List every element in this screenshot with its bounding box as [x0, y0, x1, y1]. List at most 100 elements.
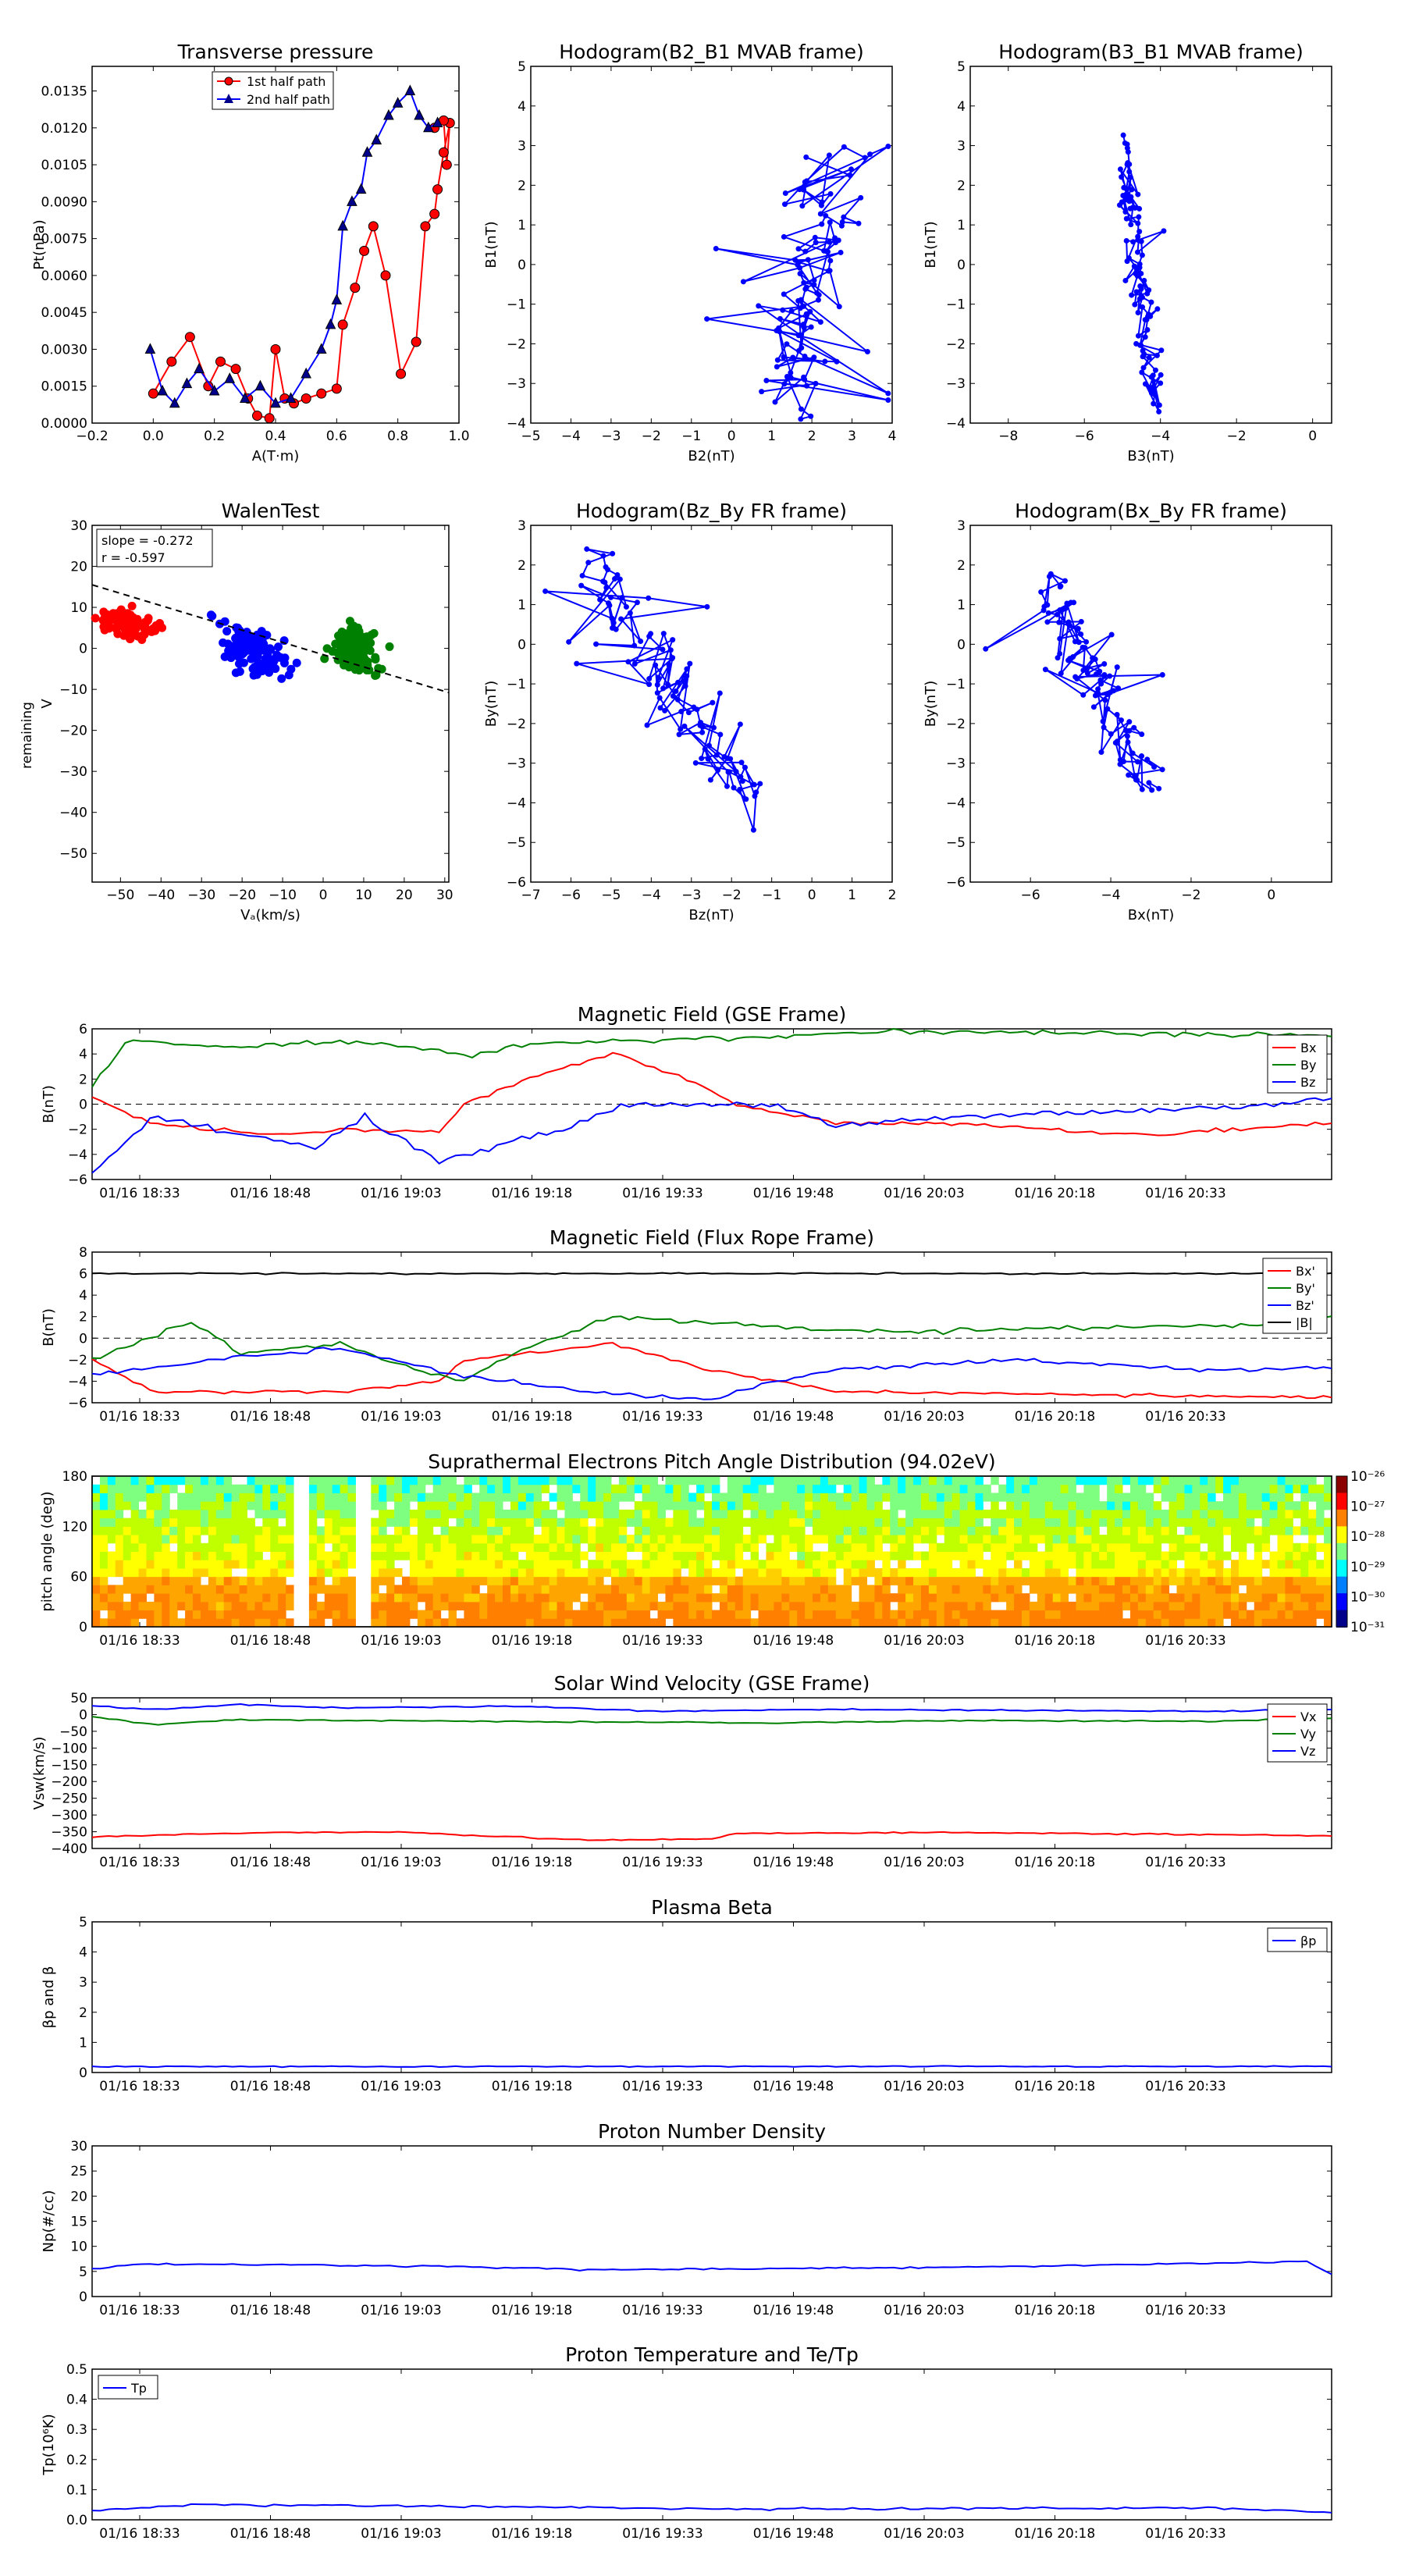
pad-cell	[851, 1484, 860, 1493]
vsw-ytick-label: −50	[59, 1724, 87, 1740]
pad-cell	[704, 1476, 713, 1485]
pad-cell	[1037, 1567, 1046, 1578]
pad-cell	[541, 1542, 550, 1552]
pad-cell	[324, 1476, 333, 1485]
pad-cell	[1254, 1593, 1263, 1603]
pad-cell	[1052, 1476, 1062, 1485]
np-ytick-label: 30	[70, 2139, 87, 2154]
pad-cell	[1261, 1593, 1271, 1603]
pad-cell	[169, 1551, 178, 1560]
h3-point	[717, 690, 723, 696]
pad-cell	[1060, 1509, 1069, 1519]
h3-point	[597, 596, 603, 603]
tp-legend: Tp	[98, 2375, 158, 2400]
pad-cell	[115, 1593, 124, 1603]
h3-point	[705, 756, 711, 762]
h4-point	[1149, 787, 1155, 793]
pad-cell	[1208, 1601, 1216, 1611]
walen-annotation-box	[96, 528, 213, 568]
pad-cell	[1129, 1610, 1139, 1619]
pad-cell	[681, 1560, 689, 1569]
pad-cell	[1029, 1501, 1038, 1510]
pad-cell	[1107, 1484, 1115, 1493]
pad-cell	[1107, 1517, 1115, 1527]
pad-cell	[1285, 1493, 1293, 1502]
pad-cell	[340, 1601, 349, 1611]
pad-cell	[681, 1501, 689, 1510]
pad-cell	[843, 1517, 852, 1527]
pad-cell	[959, 1551, 969, 1560]
pad-cell	[758, 1610, 767, 1619]
h2-ytick-label: 0	[957, 258, 966, 273]
pad-cell	[503, 1618, 511, 1628]
pad-cell	[1254, 1560, 1263, 1569]
h1-point	[797, 271, 803, 277]
pad-cell	[394, 1476, 403, 1485]
pad-cell	[1014, 1551, 1023, 1560]
pad-cell	[944, 1585, 953, 1594]
pad-cell	[254, 1476, 263, 1485]
pad-cell	[1254, 1551, 1263, 1560]
pad-cell	[665, 1567, 674, 1578]
pad-cell	[1215, 1593, 1224, 1603]
pad-colorbar-segment	[1336, 1576, 1347, 1595]
pad-cell	[1238, 1567, 1247, 1578]
pad-cell	[882, 1618, 891, 1628]
pad-cell	[247, 1501, 255, 1510]
pad-cell	[371, 1560, 379, 1569]
pad-cell	[425, 1476, 434, 1485]
pad-cell	[1300, 1593, 1309, 1603]
pad-cell	[991, 1567, 999, 1578]
pad-cell	[928, 1501, 937, 1510]
pad-cell	[820, 1601, 829, 1611]
pad-cell	[1308, 1576, 1317, 1585]
pad-cell	[239, 1484, 247, 1493]
pad-cell	[596, 1601, 604, 1611]
pad-cell	[541, 1576, 550, 1585]
pad-cell	[704, 1585, 713, 1594]
h3-point	[579, 572, 585, 578]
pad-cell	[564, 1601, 573, 1611]
h4-point	[1062, 578, 1068, 584]
pad-cell	[696, 1593, 705, 1603]
pad-cell	[913, 1484, 922, 1493]
pad-cell	[618, 1535, 628, 1544]
pad-cell	[525, 1618, 535, 1628]
vsw-xtick-label: 01/16 19:18	[492, 1855, 572, 1870]
walen-xtick-label: 0	[319, 888, 328, 903]
pad-cell	[1246, 1484, 1255, 1493]
pad-cell	[1184, 1585, 1193, 1594]
pad-cell	[673, 1601, 681, 1611]
h1-point	[822, 358, 828, 365]
pad-cell	[1037, 1501, 1046, 1510]
pad-cell	[223, 1493, 233, 1502]
pad-cell	[239, 1618, 247, 1628]
pad-cell	[169, 1567, 178, 1578]
pad-cell	[123, 1560, 132, 1569]
pad-cell	[696, 1601, 705, 1611]
pad-cell	[1014, 1476, 1023, 1485]
np-ytick-label: 15	[70, 2215, 87, 2230]
walen-point	[347, 629, 357, 639]
pad-cell	[402, 1509, 411, 1519]
pad-cell	[859, 1509, 867, 1519]
pad-cell	[1316, 1567, 1325, 1578]
pad-cell	[1308, 1517, 1317, 1527]
pad-cell	[603, 1509, 612, 1519]
pad-cell	[495, 1509, 503, 1519]
pad-cell	[1037, 1593, 1046, 1603]
pad-cell	[890, 1501, 898, 1510]
pad-cell	[262, 1526, 271, 1535]
h3-point	[614, 572, 621, 578]
pad-cell	[162, 1601, 170, 1611]
pad-cell	[781, 1542, 790, 1552]
pad-cell	[920, 1517, 930, 1527]
pad-cell	[223, 1509, 233, 1519]
pad-cell	[905, 1567, 914, 1578]
pad-cell	[193, 1476, 201, 1485]
pad-cell	[704, 1618, 713, 1628]
h4-point	[1101, 724, 1107, 731]
magfr-title: Magnetic Field (Flux Rope Frame)	[550, 1226, 874, 1249]
pad-cell	[138, 1476, 147, 1485]
pad-cell	[185, 1526, 194, 1535]
